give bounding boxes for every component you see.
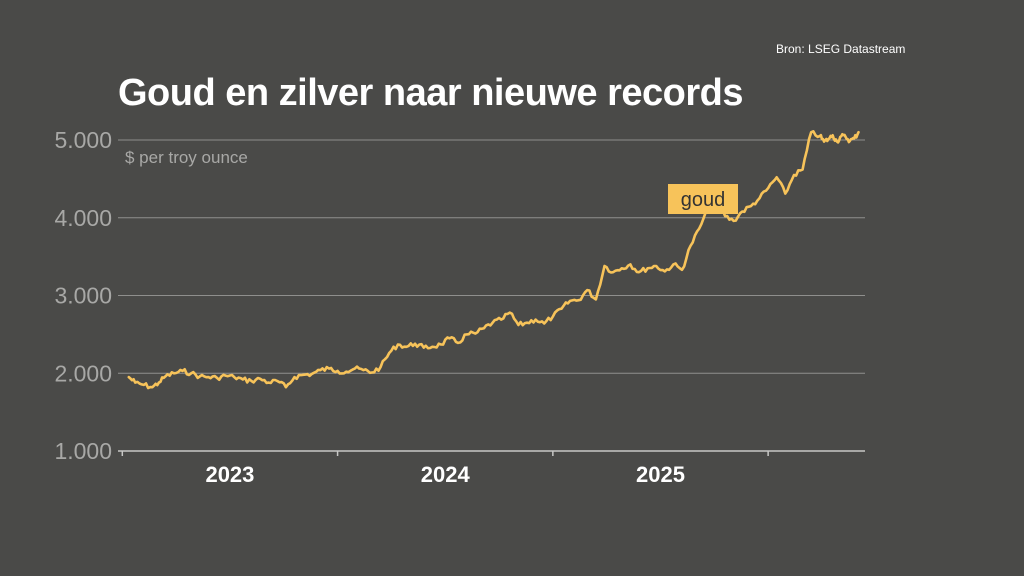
- y-tick-label: 5.000: [54, 127, 112, 153]
- series-label-box-goud: [668, 184, 738, 214]
- y-tick-label: 2.000: [54, 360, 112, 386]
- source-note: Bron: LSEG Datastream: [776, 42, 906, 56]
- x-axis: 2023 2024 2025: [118, 450, 865, 487]
- series-line-goud: [127, 130, 860, 390]
- x-tick-label-2025: 2025: [636, 462, 685, 487]
- y-tick-label: 4.000: [54, 205, 112, 231]
- series-layer: [127, 130, 860, 390]
- y-axis-unit-label: $ per troy ounce: [125, 148, 248, 167]
- x-tick-label-2024: 2024: [421, 462, 471, 487]
- series-label-layer: goud: [668, 184, 738, 214]
- grid-lines: [118, 139, 865, 374]
- y-axis-ticks: 1.000 2.000 3.000 4.000 5.000: [54, 127, 112, 464]
- x-tick-label-2023: 2023: [205, 462, 254, 487]
- y-tick-label: 3.000: [54, 283, 112, 309]
- chart-title: Goud en zilver naar nieuwe records: [118, 72, 743, 114]
- y-tick-label: 1.000: [54, 438, 112, 464]
- series-label-goud: goud: [681, 189, 726, 211]
